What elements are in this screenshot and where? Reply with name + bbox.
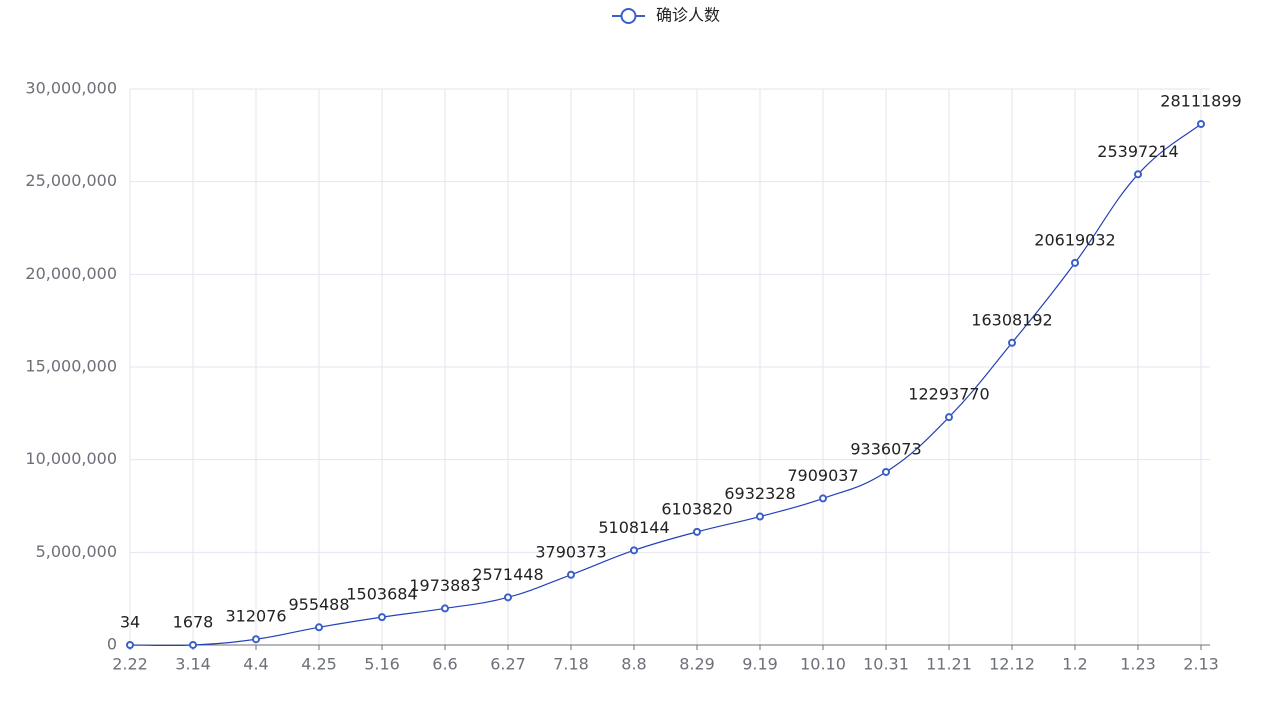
x-tick-label: 9.19 (742, 655, 778, 674)
data-label: 9336073 (850, 439, 921, 458)
data-label: 3790373 (535, 542, 606, 561)
data-label: 2571448 (472, 565, 543, 584)
point (630, 546, 638, 555)
data-label: 6103820 (661, 499, 732, 518)
x-tick-label: 1.23 (1120, 655, 1156, 674)
point (1197, 119, 1205, 128)
data-label: 20619032 (1034, 230, 1115, 249)
point (189, 640, 197, 649)
x-tick-label: 2.22 (112, 655, 148, 674)
y-tick-label: 30,000,000 (25, 79, 117, 98)
legend-marker (620, 8, 637, 24)
x-tick-label: 11.21 (926, 655, 972, 674)
data-label: 1503684 (346, 585, 417, 604)
point (315, 623, 323, 632)
y-tick-label: 20,000,000 (25, 264, 117, 283)
point (756, 512, 764, 521)
point (945, 413, 953, 422)
data-label: 7909037 (787, 466, 858, 485)
x-tick-label: 5.16 (364, 655, 400, 674)
point (378, 613, 386, 622)
point (567, 570, 575, 579)
x-tick-label: 4.4 (243, 655, 268, 674)
data-label: 12293770 (908, 385, 989, 404)
point (252, 635, 260, 644)
x-tick-label: 3.14 (175, 655, 211, 674)
data-label: 955488 (288, 595, 349, 614)
point (693, 527, 701, 536)
x-tick-label: 8.8 (621, 655, 646, 674)
point (882, 467, 890, 476)
x-tick-label: 1.2 (1062, 655, 1087, 674)
y-tick-label: 25,000,000 (25, 171, 117, 190)
data-label: 34 (120, 612, 140, 631)
data-label: 6932328 (724, 484, 795, 503)
data-label: 16308192 (971, 310, 1052, 329)
data-label: 1678 (173, 612, 214, 631)
x-tick-label: 6.6 (432, 655, 457, 674)
y-tick-label: 10,000,000 (25, 449, 117, 468)
data-label: 1973883 (409, 576, 480, 595)
point (504, 593, 512, 602)
legend-label: 确诊人数 (656, 6, 720, 25)
point (1134, 170, 1142, 179)
x-tick-label: 8.29 (679, 655, 715, 674)
x-tick-label: 6.27 (490, 655, 526, 674)
y-tick-label: 0 (107, 635, 117, 654)
y-tick-label: 15,000,000 (25, 357, 117, 376)
point (1008, 338, 1016, 347)
y-tick-label: 5,000,000 (36, 542, 117, 561)
point (441, 604, 449, 613)
x-tick-label: 10.31 (863, 655, 909, 674)
data-label: 312076 (225, 607, 286, 626)
x-tick-label: 7.18 (553, 655, 589, 674)
x-tick-label: 12.12 (989, 655, 1035, 674)
point (819, 494, 827, 503)
x-tick-label: 4.25 (301, 655, 337, 674)
x-tick-label: 10.10 (800, 655, 846, 674)
point (126, 640, 134, 649)
x-tick-label: 2.13 (1183, 655, 1219, 674)
data-label: 28111899 (1160, 91, 1241, 110)
data-label: 25397214 (1097, 142, 1178, 161)
data-label: 5108144 (598, 518, 669, 537)
point (1071, 258, 1079, 267)
line (129, 123, 1202, 647)
